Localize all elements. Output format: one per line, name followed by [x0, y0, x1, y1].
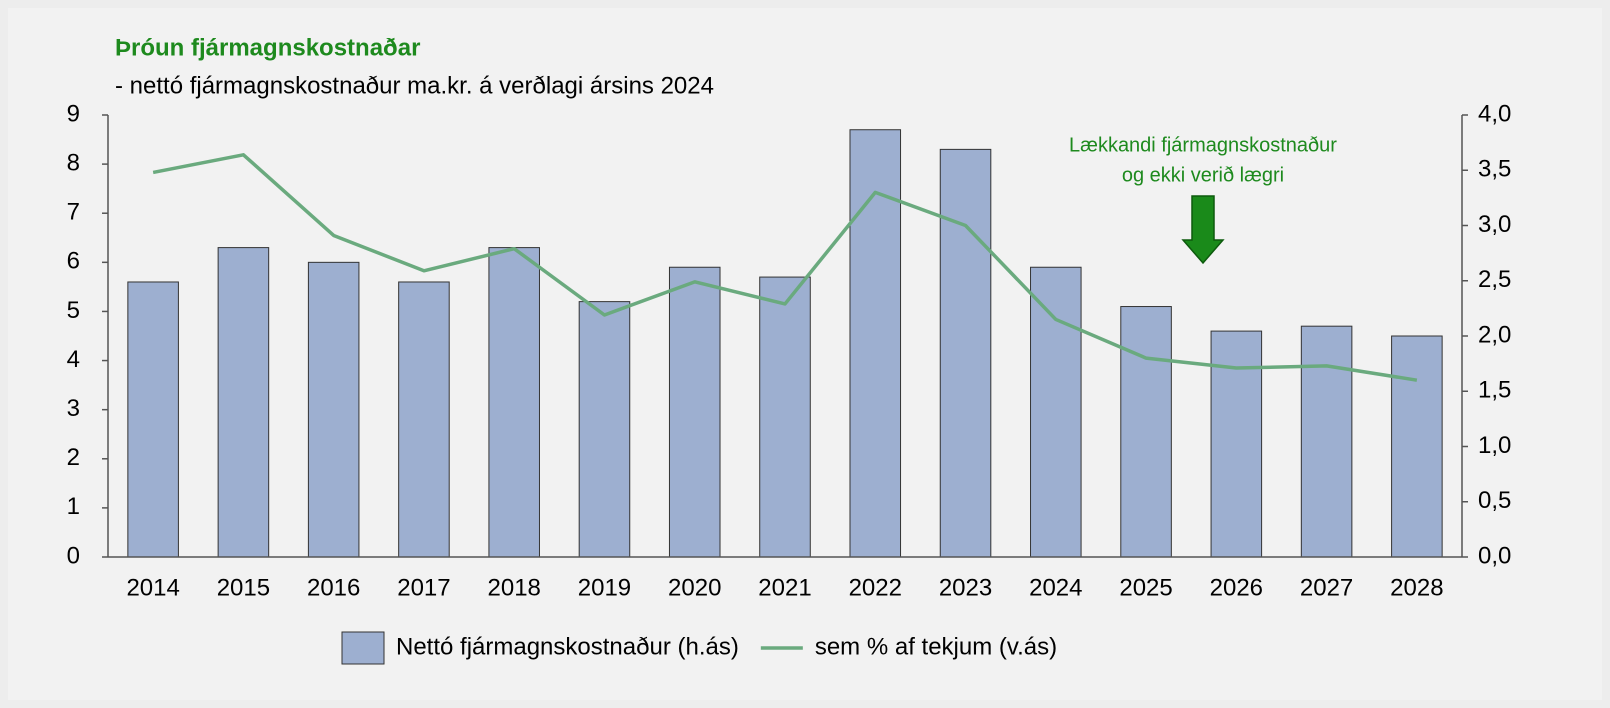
- x-tick-label: 2014: [126, 574, 179, 601]
- bar: [1030, 266, 1082, 558]
- x-tick-label: 2021: [758, 574, 811, 601]
- y2-tick-label: 1,5: [1478, 377, 1511, 404]
- annotation-line: Lækkandi fjármagnskostnaður: [1069, 134, 1337, 156]
- x-tick-label: 2019: [578, 574, 631, 601]
- y2-tick-label: 2,0: [1478, 321, 1511, 348]
- bar: [217, 247, 270, 558]
- legend-swatch: [341, 631, 385, 665]
- bar: [127, 281, 179, 558]
- chart-subtitle: - nettó fjármagnskostnaður ma.kr. á verð…: [115, 72, 714, 99]
- annotation-line: og ekki verið lægri: [1122, 164, 1284, 186]
- bar: [578, 301, 631, 558]
- bar: [1391, 335, 1443, 558]
- y2-tick-label: 3,5: [1478, 156, 1511, 183]
- legend-label: Nettó fjármagnskostnaður (h.ás): [396, 633, 739, 660]
- y-tick-label: 8: [67, 149, 80, 176]
- x-tick-label: 2024: [1029, 574, 1082, 601]
- chart-title: Þróun fjármagnskostnaðar: [115, 34, 420, 61]
- y2-tick-label: 3,0: [1478, 211, 1511, 238]
- x-tick-label: 2018: [488, 574, 541, 601]
- annotation-arrow: [1181, 195, 1225, 265]
- y2-tick-label: 0,5: [1478, 487, 1511, 514]
- y-tick-label: 6: [67, 248, 80, 275]
- y2-tick-label: 1,0: [1478, 432, 1511, 459]
- y2-tick-label: 0,0: [1478, 542, 1511, 569]
- y2-tick-label: 4,0: [1478, 100, 1511, 127]
- y-tick-label: 5: [67, 297, 80, 324]
- x-tick-label: 2017: [397, 574, 450, 601]
- x-tick-label: 2025: [1119, 574, 1172, 601]
- x-tick-label: 2028: [1390, 574, 1443, 601]
- x-tick-label: 2015: [217, 574, 270, 601]
- x-tick-label: 2026: [1210, 574, 1263, 601]
- bar: [939, 148, 992, 558]
- y-tick-label: 2: [67, 444, 80, 471]
- y-tick-label: 9: [67, 100, 80, 127]
- x-tick-label: 2016: [307, 574, 360, 601]
- bar: [1120, 306, 1172, 558]
- y-tick-label: 1: [67, 493, 80, 520]
- x-tick-label: 2020: [668, 574, 721, 601]
- x-tick-label: 2027: [1300, 574, 1353, 601]
- bar: [668, 266, 721, 558]
- bar: [307, 261, 360, 558]
- bar: [759, 276, 811, 558]
- legend-label: sem % af tekjum (v.ás): [815, 633, 1057, 660]
- y-tick-label: 0: [67, 542, 80, 569]
- line: [152, 153, 1418, 382]
- y-tick-label: 4: [67, 346, 80, 373]
- bar: [849, 129, 902, 558]
- x-tick-label: 2022: [849, 574, 902, 601]
- bar: [1300, 325, 1353, 558]
- y-tick-label: 7: [67, 199, 80, 226]
- x-tick-label: 2023: [939, 574, 992, 601]
- bar: [398, 281, 450, 558]
- y-tick-label: 3: [67, 395, 80, 422]
- bar: [488, 247, 540, 558]
- y2-tick-label: 2,5: [1478, 266, 1511, 293]
